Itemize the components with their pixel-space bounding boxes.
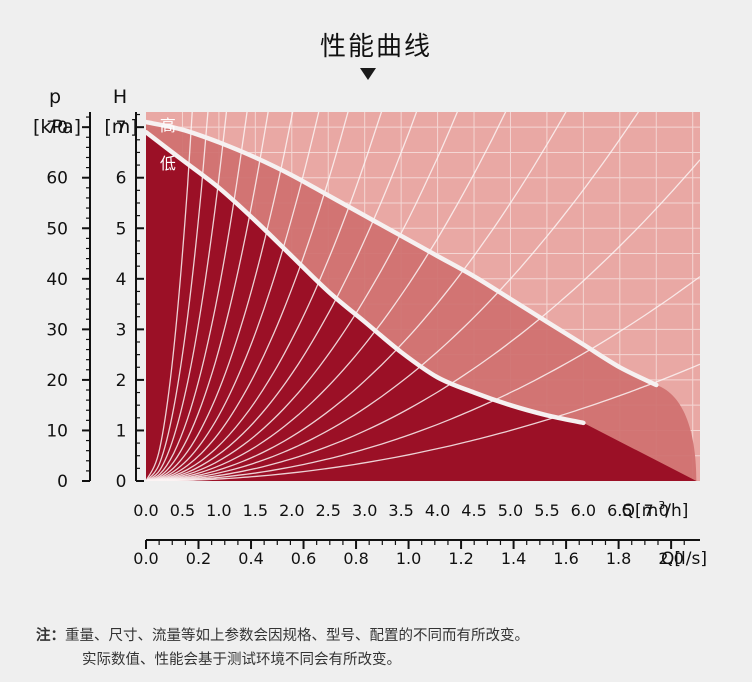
q-m3h-axis-title: Q[m3/h] — [622, 499, 689, 521]
system-curve — [146, 112, 640, 481]
system-curve — [146, 112, 294, 481]
low-speed-area — [146, 132, 697, 481]
system-curve — [146, 112, 269, 481]
q-ls-tick-label: 1.6 — [553, 549, 578, 568]
p-axis-unit: [kPa] — [33, 116, 81, 138]
h-axis-title: H — [113, 86, 127, 108]
q-ls-tick-label: 1.2 — [448, 549, 473, 568]
system-curve — [146, 112, 193, 481]
q-m3h-tick-label: 5.0 — [498, 501, 523, 520]
q-m3h-tick-label: 6.5 — [607, 501, 632, 520]
q-m3h-tick-label: 5.5 — [534, 501, 559, 520]
down-arrow-icon — [360, 68, 376, 80]
q-m3h-tick-label: 0.0 — [133, 501, 158, 520]
system-curve — [146, 112, 320, 481]
system-curve — [146, 112, 383, 481]
q-m3h-tick-label: 4.0 — [425, 501, 450, 520]
system-curve — [146, 112, 459, 481]
curve-low — [146, 129, 586, 426]
h-axis-tick-label: 1 — [116, 421, 127, 441]
curve-high — [146, 119, 659, 388]
q-ls-tick-label: 0.0 — [133, 549, 158, 568]
h-axis-tick-label: 2 — [116, 371, 127, 391]
note-line-1: 重量、尺寸、流量等如上参数会因规格、型号、配置的不同而有所改变。 — [65, 628, 529, 644]
system-curve — [146, 112, 507, 481]
q-ls-tick-label: 0.4 — [238, 549, 263, 568]
q-ls-axis-title: Q[l/s] — [661, 549, 707, 569]
h-axis-tick-label: 4 — [116, 270, 127, 290]
q-ls-tick-label: 0.8 — [343, 549, 368, 568]
system-curve — [146, 112, 418, 481]
chart-title: 性能曲线 — [319, 32, 432, 62]
p-axis-tick-label: 10 — [46, 421, 68, 441]
q-ls-tick-label: 1.0 — [396, 549, 421, 568]
system-curve — [146, 112, 248, 481]
p-axis-title: p — [49, 86, 61, 108]
q-m3h-tick-label: 3.0 — [352, 501, 377, 520]
p-axis-tick-label: 50 — [46, 219, 68, 239]
q-m3h-tick-label: 7.0 — [644, 501, 669, 520]
q-m3h-tick-label: 2.0 — [279, 501, 304, 520]
h-axis-tick-label: 6 — [116, 169, 127, 189]
p-axis-tick-label: 20 — [46, 371, 68, 391]
h-axis-tick-label: 7 — [116, 118, 127, 138]
system-curve — [146, 276, 700, 481]
q-m3h-tick-label: 6.0 — [571, 501, 596, 520]
series-label-high: 高 — [160, 116, 176, 135]
performance-chart: 高低 0 10 20 30 40 50 60 70 p [kPa] 0 1 2 3 4 5 6 7 H [m] 0.0 0.… — [33, 86, 707, 569]
q-m3h-tick-label: 2.5 — [316, 501, 341, 520]
h-axis-tick-label: 5 — [116, 219, 127, 239]
plot-area — [146, 112, 700, 481]
p-axis-tick-label: 0 — [57, 472, 68, 492]
note-label: 注： — [36, 628, 65, 644]
q-ls-tick-label: 0.6 — [291, 549, 316, 568]
system-curve — [146, 112, 349, 481]
system-curve — [146, 112, 567, 481]
q-m3h-tick-label: 3.5 — [388, 501, 413, 520]
note-line-2: 实际数值、性能会基于测试环境不同会有所改变。 — [82, 652, 401, 668]
q-m3h-tick-label: 4.5 — [461, 501, 486, 520]
system-curve — [146, 159, 700, 481]
q-m3h-tick-label: 1.0 — [206, 501, 231, 520]
q-m3h-tick-label: 1.5 — [243, 501, 268, 520]
q-m3h-tick-label: 0.5 — [170, 501, 195, 520]
p-axis-tick-label: 40 — [46, 270, 68, 290]
series-label-low: 低 — [160, 154, 176, 173]
system-curve — [146, 363, 700, 481]
q-ls-tick-label: 2.0 — [658, 549, 683, 568]
footnote: 注：重量、尺寸、流量等如上参数会因规格、型号、配置的不同而有所改变。 实际数值、… — [36, 624, 529, 672]
p-axis-tick-label: 70 — [46, 118, 68, 138]
h-axis-tick-label: 0 — [116, 472, 127, 492]
h-axis-unit: [m] — [104, 116, 137, 138]
system-curve — [146, 112, 228, 481]
q-ls-tick-label: 0.2 — [186, 549, 211, 568]
p-axis-tick-label: 30 — [46, 320, 68, 340]
p-axis-tick-label: 60 — [46, 169, 68, 189]
h-axis-tick-label: 3 — [116, 320, 127, 340]
system-curve — [146, 112, 209, 481]
q-ls-tick-label: 1.8 — [606, 549, 631, 568]
q-ls-tick-label: 1.4 — [501, 549, 526, 568]
